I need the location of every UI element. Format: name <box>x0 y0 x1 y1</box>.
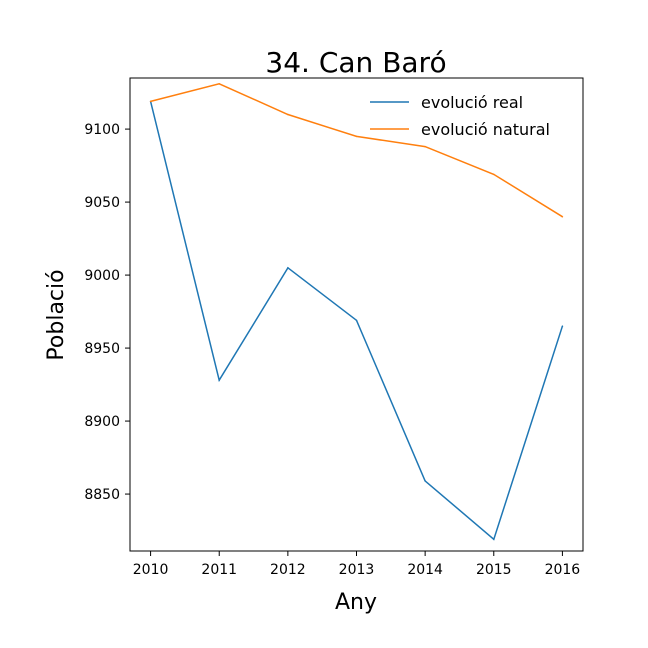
x-tick-label: 2012 <box>270 562 306 578</box>
y-tick-label: 9000 <box>84 268 120 284</box>
data-point <box>287 113 289 116</box>
data-point <box>424 145 426 148</box>
series-layer <box>149 83 564 541</box>
y-tick-label: 9050 <box>84 195 120 211</box>
y-tick-label: 8950 <box>84 341 120 357</box>
data-point <box>561 215 564 218</box>
x-tick-label: 2015 <box>476 562 512 578</box>
x-tick-label: 2011 <box>201 562 237 578</box>
legend-label: evolució real <box>421 93 523 112</box>
x-tick-label: 2014 <box>407 562 443 578</box>
plot-area <box>129 77 584 552</box>
chart-title: 34. Can Baró <box>265 46 446 79</box>
legend-label: evolució natural <box>421 120 550 139</box>
x-tick-label: 2013 <box>339 562 375 578</box>
data-point <box>355 135 358 138</box>
data-point <box>493 538 495 541</box>
data-point <box>287 267 289 269</box>
y-tick-label: 8900 <box>84 414 120 430</box>
x-tick-label: 2016 <box>545 562 581 578</box>
y-axis-title: Població <box>44 269 69 360</box>
data-point <box>493 173 495 176</box>
data-point <box>149 100 152 103</box>
legend: evolució real evolució natural <box>370 93 550 139</box>
y-axis: 8850 8900 8950 9000 9050 9100 <box>84 122 130 503</box>
data-point <box>424 480 426 482</box>
data-point <box>561 325 564 327</box>
data-point <box>218 83 220 85</box>
y-tick-label: 9100 <box>84 122 120 138</box>
data-point <box>355 319 358 322</box>
data-point <box>218 379 220 381</box>
x-axis: 2010 2011 2012 2013 2014 2015 2016 <box>133 551 581 578</box>
x-tick-label: 2010 <box>133 562 169 578</box>
y-tick-label: 8850 <box>84 487 120 503</box>
x-axis-title: Any <box>335 590 377 615</box>
